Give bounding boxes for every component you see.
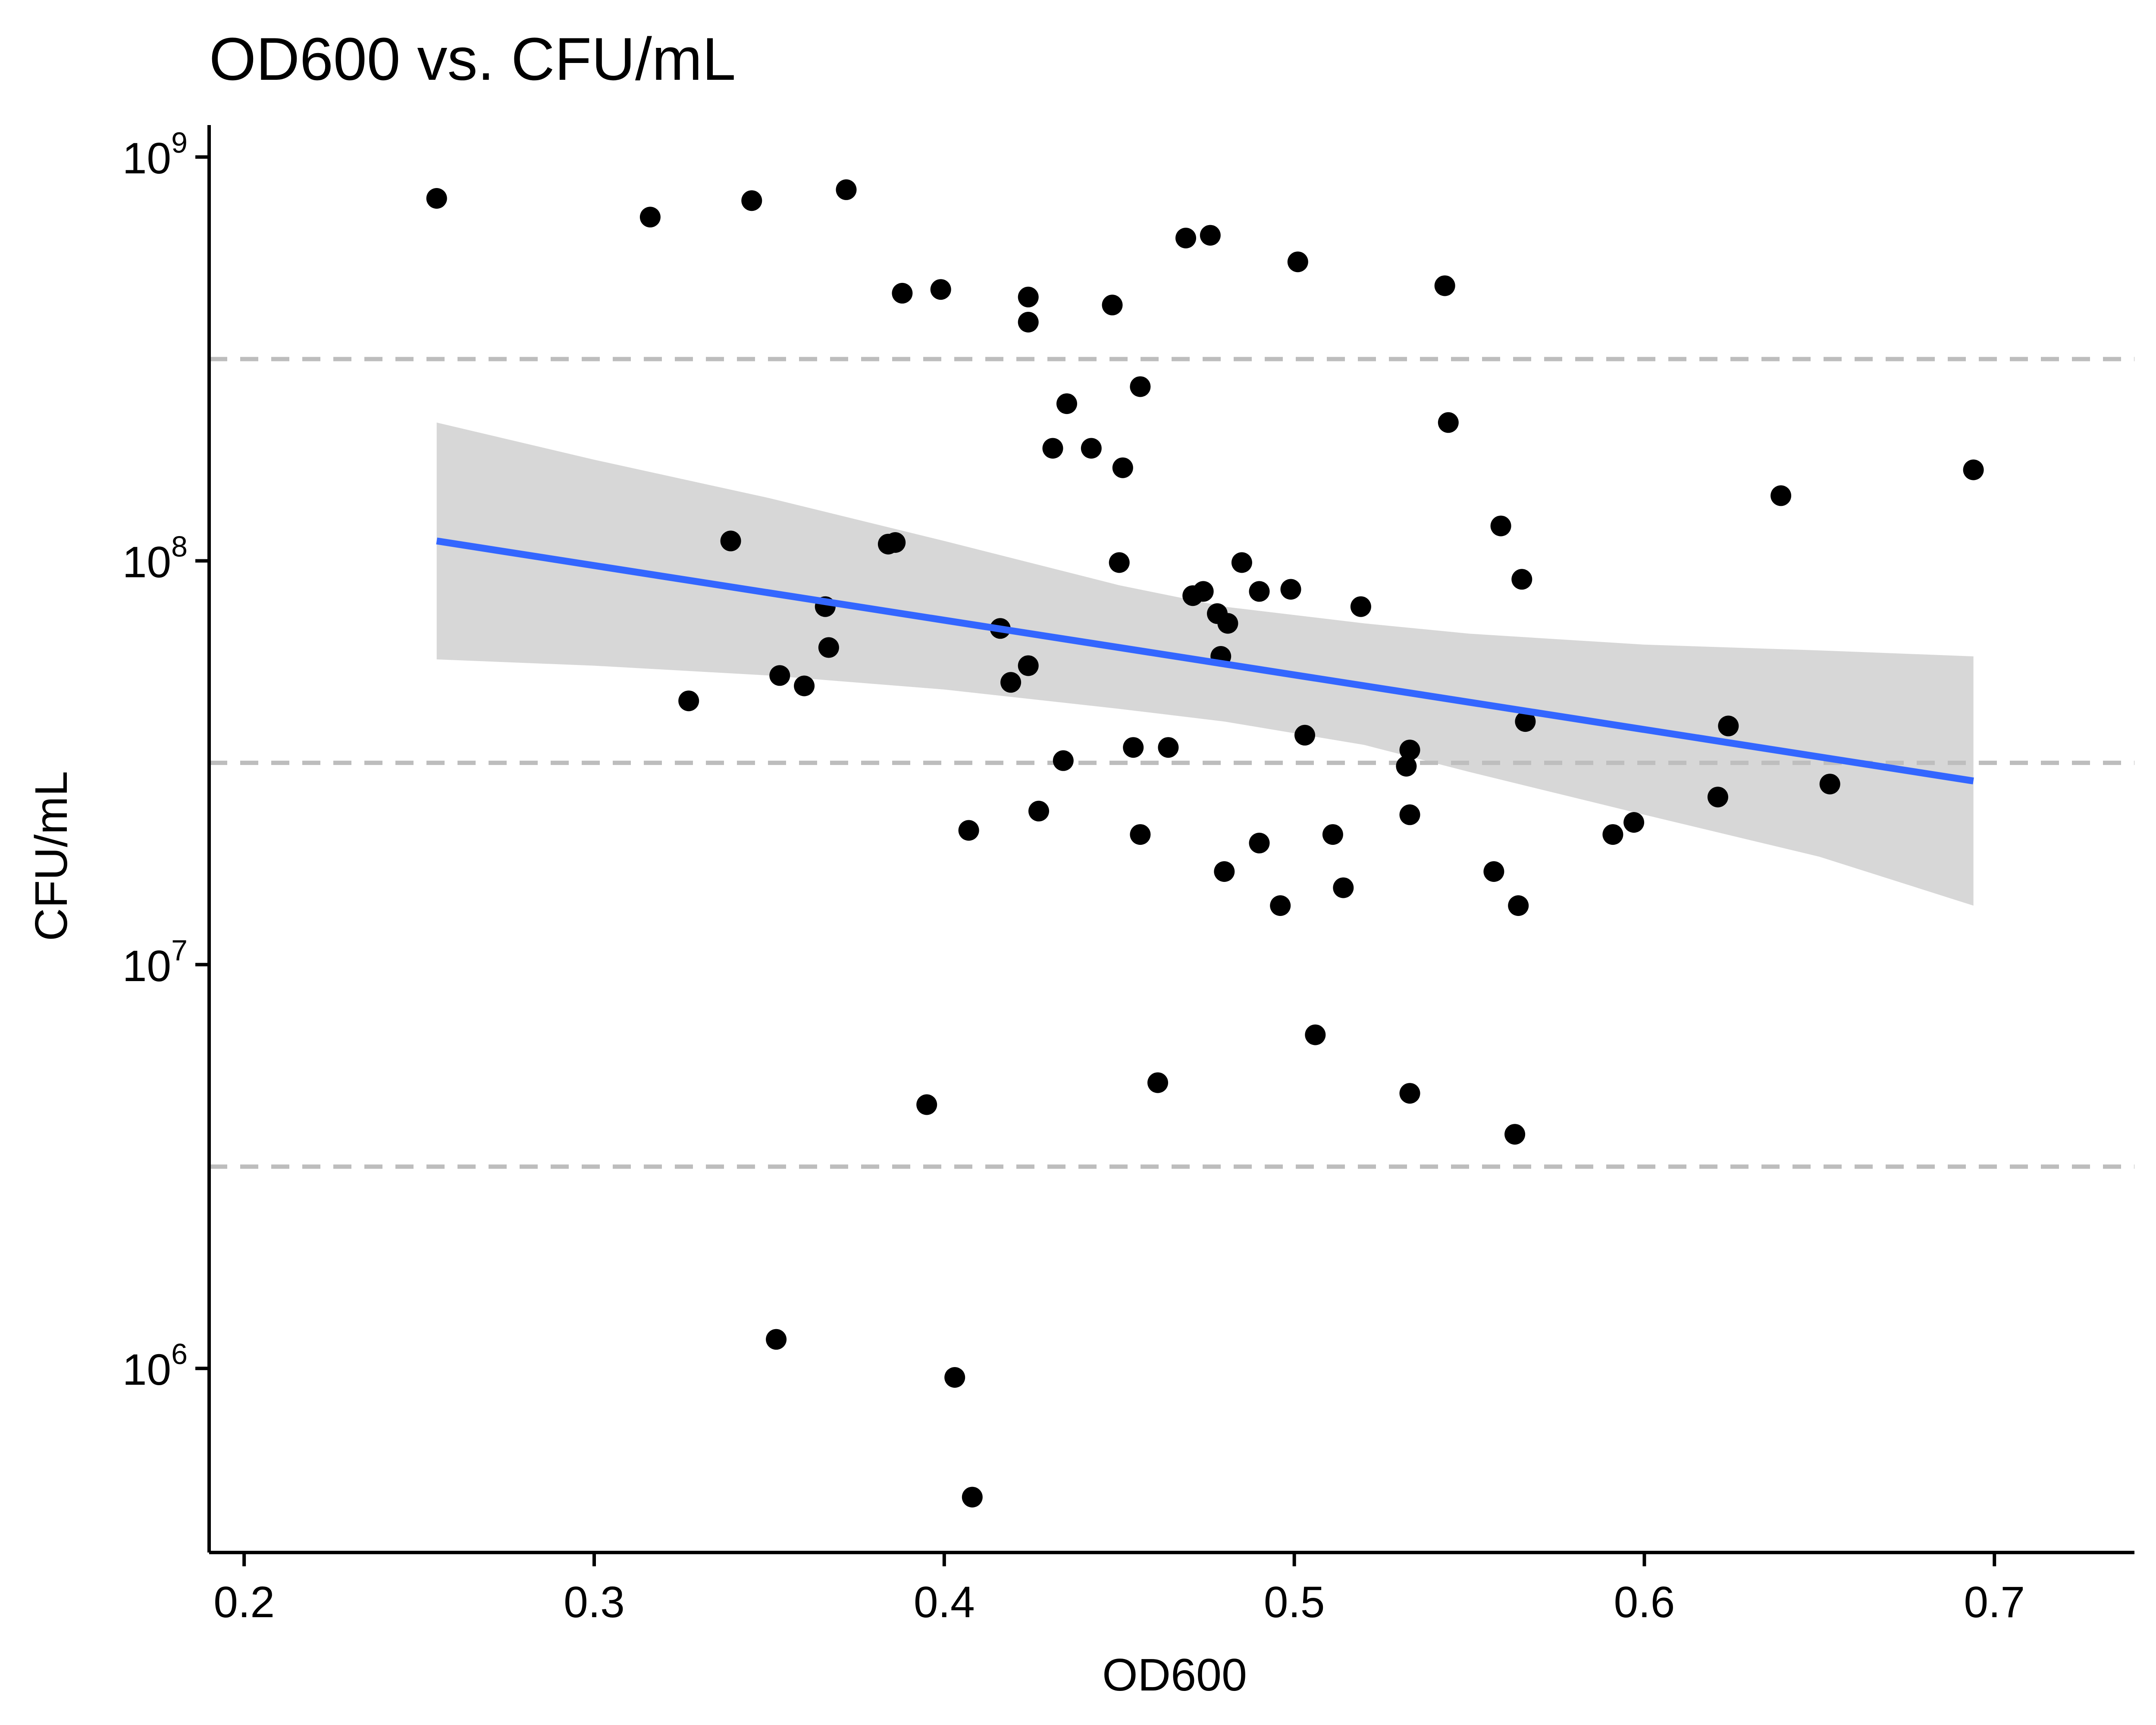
y-axis-ticks: 106 107 108 109 — [122, 126, 209, 1394]
data-point-73 — [766, 1329, 787, 1350]
y-tick-label-3: 108 — [122, 530, 188, 586]
data-point-67 — [1508, 895, 1529, 916]
y-tick-label-1: 106 — [122, 1338, 188, 1394]
data-point-31 — [1350, 596, 1371, 617]
data-point-24 — [885, 532, 906, 553]
data-point-13 — [1434, 275, 1455, 296]
data-point-64 — [1333, 877, 1354, 898]
data-point-52 — [1718, 715, 1739, 737]
data-point-58 — [1130, 824, 1151, 845]
data-point-10 — [1175, 228, 1196, 248]
data-point-71 — [1399, 1083, 1420, 1104]
y-axis-title: CFU/mL — [26, 771, 77, 941]
data-point-12 — [1287, 251, 1308, 273]
data-point-22 — [720, 530, 741, 552]
data-point-28 — [1231, 552, 1252, 573]
data-point-65 — [1483, 861, 1504, 882]
data-point-25 — [1109, 552, 1130, 573]
data-point-29 — [1249, 581, 1270, 602]
data-point-19 — [1438, 412, 1459, 433]
data-point-16 — [1042, 438, 1063, 459]
x-tick-label-6: 0.7 — [1964, 1578, 2025, 1627]
y-tick-label-2: 107 — [122, 934, 188, 991]
data-point-41 — [769, 665, 790, 686]
y-tick-label-4: 109 — [122, 126, 188, 183]
data-point-75 — [962, 1487, 983, 1508]
data-point-18 — [1112, 457, 1133, 478]
data-point-2 — [639, 207, 661, 228]
data-points — [426, 179, 1984, 1508]
data-point-46 — [1123, 737, 1144, 758]
data-point-49 — [1399, 740, 1420, 761]
data-point-62 — [1623, 812, 1645, 833]
data-point-44 — [678, 690, 699, 712]
data-point-68 — [1305, 1024, 1326, 1045]
data-point-35 — [1511, 569, 1532, 590]
data-point-27 — [1193, 581, 1214, 602]
data-point-42 — [794, 675, 815, 696]
data-point-51 — [1515, 711, 1536, 732]
regression-line — [436, 537, 1974, 784]
data-point-34 — [1490, 515, 1511, 536]
x-tick-label-3: 0.4 — [914, 1578, 975, 1627]
data-point-57 — [958, 820, 979, 841]
data-point-11 — [1200, 225, 1221, 246]
data-point-60 — [1322, 824, 1343, 845]
data-point-63 — [1214, 861, 1235, 882]
data-point-3 — [741, 190, 762, 211]
data-point-48 — [1053, 750, 1074, 771]
data-point-7 — [1018, 286, 1039, 307]
data-point-4 — [836, 179, 857, 200]
data-point-72 — [1504, 1124, 1526, 1145]
data-point-15 — [1056, 393, 1077, 414]
data-point-45 — [1294, 724, 1315, 746]
data-point-47 — [1158, 737, 1179, 758]
x-tick-label-5: 0.6 — [1614, 1578, 1675, 1627]
data-point-9 — [1102, 295, 1123, 316]
data-point-53 — [1819, 774, 1840, 795]
data-point-54 — [1707, 787, 1728, 808]
reference-lines — [209, 357, 2134, 1169]
data-point-40 — [1018, 655, 1039, 676]
x-tick-label-1: 0.2 — [213, 1578, 275, 1627]
data-point-8 — [1018, 312, 1039, 332]
data-point-5 — [892, 282, 913, 304]
data-point-43 — [1000, 672, 1022, 693]
data-point-6 — [930, 279, 951, 300]
data-point-50 — [1396, 756, 1417, 777]
data-point-70 — [916, 1094, 937, 1115]
data-point-55 — [1028, 800, 1049, 822]
data-point-30 — [1280, 579, 1301, 600]
data-point-21 — [1963, 459, 1984, 480]
data-point-17 — [1081, 438, 1102, 459]
data-point-14 — [1130, 376, 1151, 397]
x-axis-title: OD600 — [1102, 1650, 1247, 1700]
chart-title: OD600 vs. CFU/mL — [209, 25, 736, 93]
data-point-74 — [944, 1367, 965, 1388]
data-point-56 — [1399, 804, 1420, 825]
data-point-33 — [1217, 613, 1238, 634]
data-point-1 — [426, 188, 447, 209]
data-point-59 — [1249, 832, 1270, 853]
data-point-38 — [818, 637, 839, 658]
data-point-20 — [1771, 485, 1792, 506]
data-point-69 — [1147, 1072, 1168, 1093]
data-point-61 — [1602, 824, 1623, 845]
data-point-66 — [1270, 895, 1291, 916]
x-tick-label-2: 0.3 — [564, 1578, 625, 1627]
x-axis-ticks: 0.2 0.3 0.4 0.5 0.6 0.7 — [213, 1552, 2025, 1627]
x-tick-label-4: 0.5 — [1264, 1578, 1325, 1627]
